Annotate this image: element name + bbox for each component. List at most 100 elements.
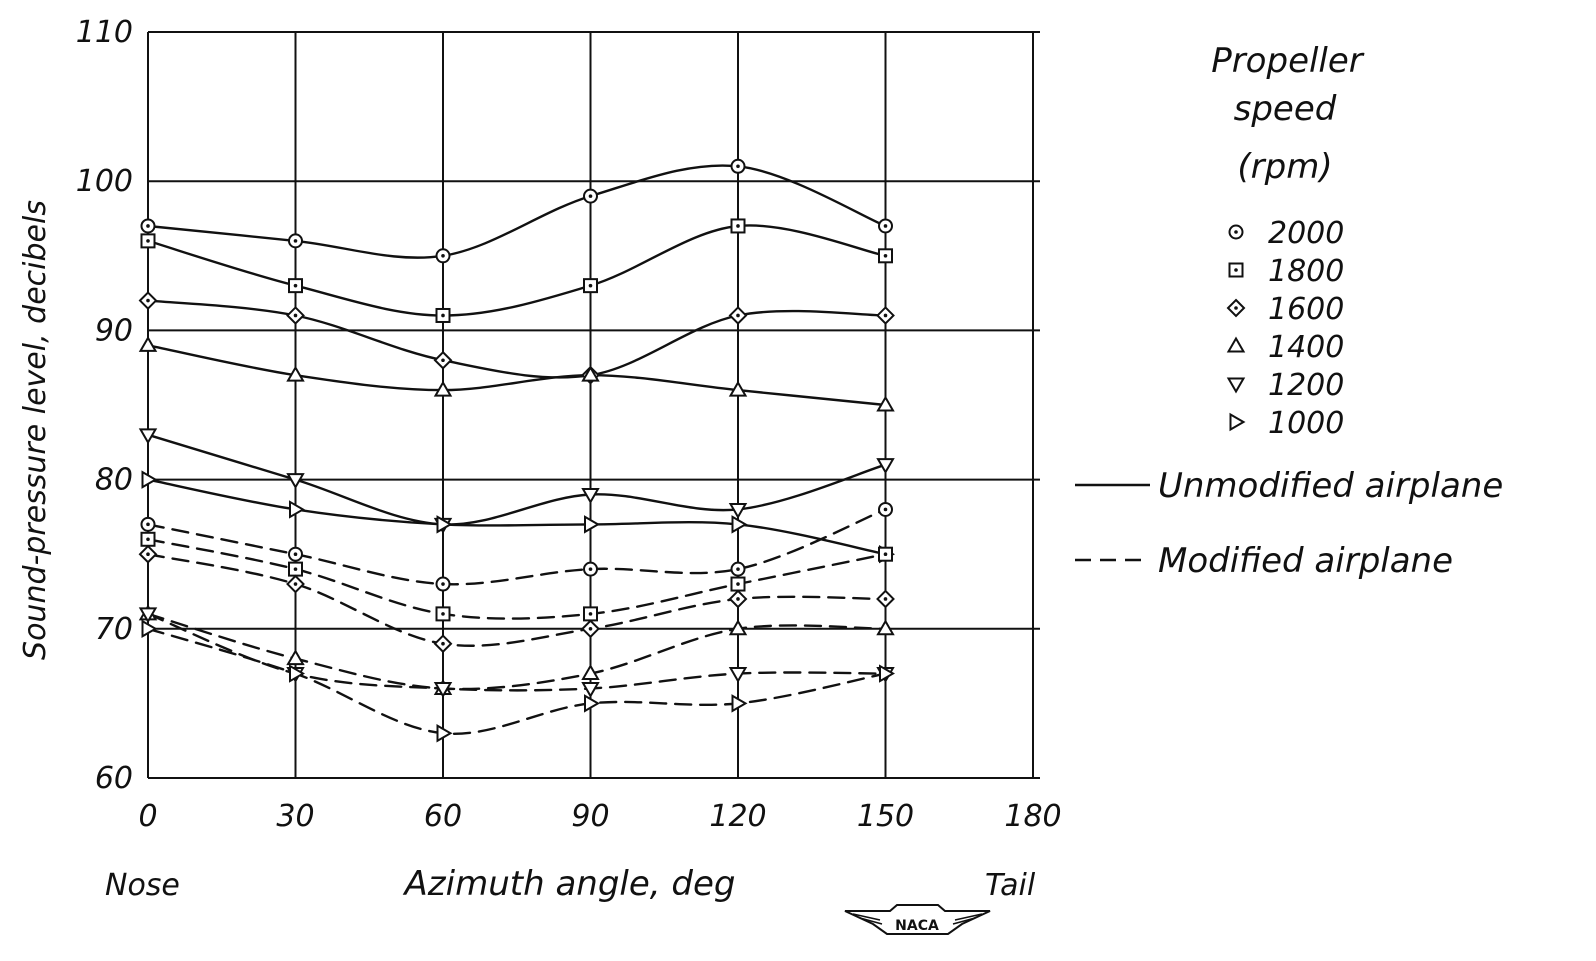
series-unmodified-1800-point-150 <box>878 248 893 264</box>
y-tick-label: 70 <box>95 612 133 647</box>
legend-label-2000: 2000 <box>1268 216 1344 251</box>
series-modified-1400-line <box>146 612 887 691</box>
series-modified-1400-point-150-shape <box>876 619 895 636</box>
series-unmodified-1400-point-150 <box>876 395 895 412</box>
series-unmodified-1600-point-0-center-dot <box>146 298 150 303</box>
series-modified-1800-point-60-center-dot <box>441 612 445 616</box>
series-modified-2000-point-30-center-dot <box>293 552 298 556</box>
series-unmodified-1400-point-150-shape <box>876 395 895 412</box>
series-unmodified-1800-point-90 <box>583 278 598 294</box>
series-unmodified-1000-point-0 <box>141 470 158 489</box>
legend: Propeller speed (rpm) 200018001600140012… <box>1075 41 1503 581</box>
series-unmodified-1600-point-60-center-dot <box>441 358 445 363</box>
legend-label-1800: 1800 <box>1268 254 1344 289</box>
x-axis-tail-label: Tail <box>985 868 1036 903</box>
series-unmodified-1200-line <box>146 433 887 526</box>
series-modified-1000-point-60 <box>436 724 453 743</box>
series-modified-1200-point-0-shape <box>138 607 158 624</box>
series-unmodified-1600-point-30-center-dot <box>293 313 298 318</box>
y-tick-label: 60 <box>95 761 133 796</box>
series-unmodified-1400-point-60-shape <box>433 380 453 397</box>
series-modified-1600-point-60-center-dot <box>441 641 445 646</box>
series-modified-1400-point-150 <box>876 619 895 636</box>
series-unmodified-1000-point-90-shape <box>584 515 601 534</box>
series-unmodified-1600-point-0 <box>138 291 158 310</box>
series-unmodified-1200-point-30 <box>286 473 305 490</box>
series-modified-1000-point-120-shape <box>731 694 748 713</box>
legend-label-1600: 1600 <box>1268 292 1344 327</box>
legend-marker-1400-shape <box>1226 336 1246 353</box>
series-modified-1800-point-150 <box>878 546 893 562</box>
series-modified-1000-point-150 <box>879 664 896 683</box>
legend-marker-1200-shape <box>1226 377 1246 394</box>
series-modified-1800-point-0 <box>140 531 156 547</box>
series-unmodified-1800-point-0 <box>140 233 156 249</box>
series-unmodified-1800-point-30-center-dot <box>293 283 298 288</box>
grid-lines <box>147 31 1040 779</box>
x-axis-nose-label: Nose <box>105 868 180 903</box>
legend-marker-1400 <box>1226 336 1246 353</box>
series-unmodified-1000-line <box>146 478 887 556</box>
series-modified-2000-point-90 <box>583 561 598 577</box>
series-unmodified-2000-point-60 <box>435 248 451 264</box>
series-unmodified-2000-point-0-center-dot <box>146 224 150 228</box>
series-unmodified-1200-point-90-shape <box>581 488 600 505</box>
series-unmodified-1800-point-120-center-dot <box>736 224 740 228</box>
series-modified-2000-line <box>146 508 887 586</box>
series-modified-1800-point-120 <box>730 576 746 592</box>
series-unmodified-1800-point-0-center-dot <box>146 239 150 243</box>
series-modified-2000-point-120 <box>730 561 746 577</box>
series-modified-1000-point-30-shape <box>289 664 306 683</box>
series-unmodified-1600-line <box>146 299 887 379</box>
legend-title-line-1: Propeller <box>1211 41 1365 81</box>
series-modified-2000-point-150-center-dot <box>883 507 888 512</box>
series-modified-2000-point-60 <box>435 576 451 592</box>
series-modified-1600-point-30 <box>286 574 305 594</box>
legend-line-label-dashed: Modified airplane <box>1158 541 1453 581</box>
legend-title-line-3: (rpm) <box>1237 147 1332 187</box>
x-axis-label: Azimuth angle, deg <box>403 864 736 904</box>
series-unmodified-1600-point-30 <box>286 306 305 325</box>
series-unmodified-1400-point-30 <box>286 365 305 382</box>
legend-line-styles: Unmodified airplane Modified airplane <box>1075 466 1503 581</box>
series-modified-1800-point-30 <box>288 561 303 577</box>
series-modified-1600-point-90 <box>581 619 600 639</box>
series-modified-1800-point-150-center-dot <box>883 552 888 556</box>
series-modified-1600-point-60 <box>433 634 453 654</box>
series-modified-2000-point-120-center-dot <box>736 567 740 571</box>
series-modified-1800-line <box>146 538 887 620</box>
series-unmodified-1400-point-0-shape <box>138 335 158 352</box>
series-unmodified-1200-point-0 <box>138 428 158 445</box>
series-unmodified-1800-point-60-center-dot <box>441 313 445 318</box>
series-modified-1600-point-120 <box>728 589 748 609</box>
series-unmodified-1200-point-120 <box>728 502 748 519</box>
legend-label-1000: 1000 <box>1268 406 1344 441</box>
series-modified-1400-point-90 <box>581 664 600 681</box>
series-modified-1600-point-90-center-dot <box>588 627 593 631</box>
y-tick-label: 80 <box>95 463 133 498</box>
x-tick-label: 30 <box>276 799 314 834</box>
series-unmodified-1000-point-30-shape <box>289 500 306 519</box>
series-unmodified-1800-point-90-center-dot <box>588 283 593 288</box>
series-modified-1800-point-90 <box>583 606 598 622</box>
legend-marker-1600-center-dot <box>1234 306 1238 310</box>
series-modified-1000-point-30 <box>289 664 306 683</box>
series-modified-1000-point-0 <box>141 619 158 639</box>
legend-title-line-2: speed <box>1234 89 1337 129</box>
x-tick-label: 120 <box>709 799 766 834</box>
series-modified-2000-point-0-center-dot <box>146 522 150 527</box>
x-tick-label: 0 <box>138 799 157 834</box>
series-modified-1000-point-120 <box>731 694 748 713</box>
series-unmodified-1400-point-60 <box>433 380 453 397</box>
legend-marker-1200 <box>1226 377 1246 394</box>
series-unmodified-2000-point-30-center-dot <box>293 239 298 243</box>
series-modified-1200-point-90-shape <box>581 681 600 698</box>
series-modified-1800-point-60 <box>435 606 451 622</box>
marker-layer <box>138 158 896 743</box>
series-modified-1400-point-30 <box>286 649 305 666</box>
series-unmodified-2000-point-120 <box>730 158 746 174</box>
y-axis-label: Sound-pressure level, decibels <box>18 200 53 660</box>
series-modified-1200-point-120-shape <box>728 667 748 684</box>
